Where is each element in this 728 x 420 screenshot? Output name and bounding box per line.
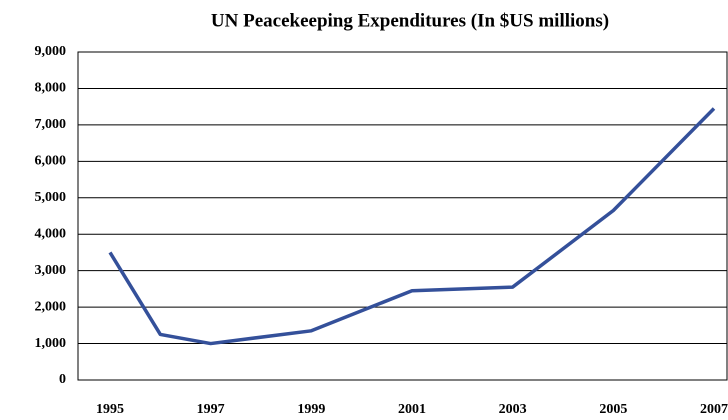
y-tick-label: 9,000 bbox=[35, 44, 67, 59]
x-tick-label: 2001 bbox=[398, 402, 426, 417]
y-tick-label: 1,000 bbox=[35, 336, 67, 351]
x-tick-label: 1997 bbox=[197, 402, 225, 417]
y-tick-label: 2,000 bbox=[35, 299, 67, 314]
y-tick-label: 0 bbox=[59, 372, 66, 387]
data-line bbox=[108, 107, 716, 346]
y-tick-label: 5,000 bbox=[35, 190, 67, 205]
x-tick-label: 2005 bbox=[599, 402, 627, 417]
x-tick-label: 2003 bbox=[499, 402, 527, 417]
plot-frame bbox=[77, 51, 728, 381]
y-tick-label: 4,000 bbox=[35, 226, 67, 241]
y-tick-label: 3,000 bbox=[35, 263, 67, 278]
x-tick-label: 1999 bbox=[297, 402, 325, 417]
y-tick-label: 6,000 bbox=[35, 154, 67, 169]
x-tick-label: 2007 bbox=[700, 402, 728, 417]
x-tick-label: 1995 bbox=[96, 402, 124, 417]
y-tick-label: 7,000 bbox=[35, 117, 67, 132]
chart-title: UN Peacekeeping Expenditures (In $US mil… bbox=[211, 10, 609, 31]
y-tick-label: 8,000 bbox=[35, 81, 67, 96]
